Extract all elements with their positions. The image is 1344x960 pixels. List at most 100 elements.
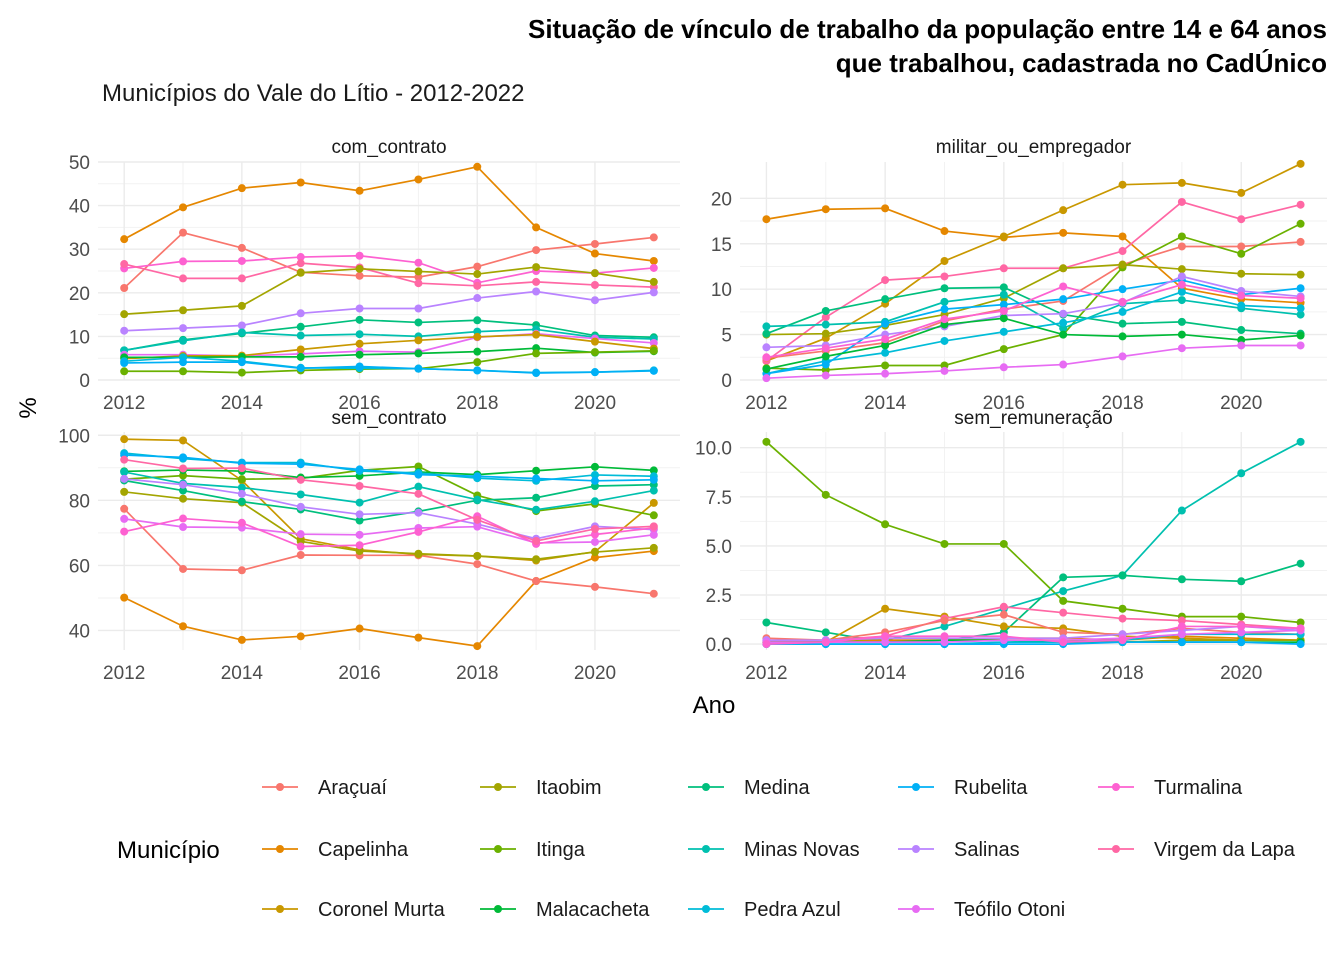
data-point bbox=[237, 489, 246, 498]
data-point bbox=[532, 474, 541, 483]
data-point bbox=[590, 582, 599, 591]
data-point bbox=[1296, 284, 1305, 293]
series-line bbox=[124, 515, 654, 548]
series-line bbox=[766, 263, 1301, 336]
data-point bbox=[237, 256, 246, 265]
data-point bbox=[296, 331, 305, 340]
data-point bbox=[355, 264, 364, 273]
data-point bbox=[1296, 294, 1305, 303]
y-tick-label: 0 bbox=[721, 371, 732, 392]
y-tick-label: 30 bbox=[69, 240, 90, 261]
data-point bbox=[999, 314, 1008, 323]
data-point bbox=[649, 277, 658, 286]
data-point bbox=[1118, 319, 1127, 328]
data-point bbox=[1296, 640, 1305, 649]
data-point bbox=[237, 475, 246, 484]
data-point bbox=[649, 466, 658, 475]
y-tick-label: 15 bbox=[711, 235, 732, 256]
data-point bbox=[473, 332, 482, 341]
data-point bbox=[179, 274, 188, 283]
x-tick-label: 2012 bbox=[745, 663, 787, 684]
data-point bbox=[1177, 616, 1186, 625]
series-line bbox=[766, 207, 1301, 304]
data-point bbox=[762, 365, 771, 374]
data-point bbox=[999, 327, 1008, 336]
x-tick-label: 2020 bbox=[574, 393, 616, 414]
data-point bbox=[473, 642, 482, 651]
y-tick-label: 0.0 bbox=[706, 635, 732, 656]
series-turmalina bbox=[762, 280, 1305, 362]
legend-key-point bbox=[912, 845, 920, 853]
legend-key-point bbox=[276, 845, 284, 853]
data-point bbox=[237, 464, 246, 473]
series-line bbox=[766, 223, 1301, 371]
data-point bbox=[590, 348, 599, 357]
data-point bbox=[999, 610, 1008, 619]
data-point bbox=[1296, 331, 1305, 340]
data-point bbox=[296, 352, 305, 361]
data-point bbox=[762, 437, 771, 446]
data-point bbox=[762, 343, 771, 352]
data-point bbox=[1237, 249, 1246, 258]
series-line bbox=[124, 361, 654, 374]
series-aracuai bbox=[120, 228, 658, 293]
legend-item-turmalina: Turmalina bbox=[1098, 777, 1243, 799]
data-point bbox=[296, 502, 305, 511]
data-point bbox=[1237, 326, 1246, 335]
data-point bbox=[821, 638, 830, 647]
data-point bbox=[237, 483, 246, 492]
data-point bbox=[179, 480, 188, 489]
data-point bbox=[532, 246, 541, 255]
data-point bbox=[473, 316, 482, 325]
data-point bbox=[296, 460, 305, 469]
data-point bbox=[590, 553, 599, 562]
y-tick-label: 10 bbox=[69, 327, 90, 348]
series-turmalina bbox=[120, 251, 658, 287]
data-point bbox=[1296, 624, 1305, 633]
data-point bbox=[532, 277, 541, 286]
data-point bbox=[473, 366, 482, 375]
data-point bbox=[355, 271, 364, 280]
data-point bbox=[296, 309, 305, 318]
data-point bbox=[179, 622, 188, 631]
data-point bbox=[179, 523, 188, 532]
y-axis-title: % bbox=[15, 397, 42, 418]
data-point bbox=[590, 296, 599, 305]
data-point bbox=[1237, 577, 1246, 586]
data-point bbox=[414, 527, 423, 536]
data-point bbox=[881, 361, 890, 370]
data-point bbox=[414, 482, 423, 491]
legend-label: Minas Novas bbox=[744, 839, 860, 861]
data-point bbox=[1118, 352, 1127, 361]
series-itinga bbox=[762, 437, 1305, 627]
legend-item-coronel-murta: Coronel Murta bbox=[262, 899, 446, 921]
data-point bbox=[179, 436, 188, 445]
data-point bbox=[532, 555, 541, 564]
data-point bbox=[296, 178, 305, 187]
data-point bbox=[1296, 618, 1305, 627]
x-tick-label: 2018 bbox=[1101, 393, 1143, 414]
data-point bbox=[179, 514, 188, 523]
data-point bbox=[355, 362, 364, 371]
data-point bbox=[532, 493, 541, 502]
y-tick-label: 100 bbox=[58, 426, 90, 447]
data-point bbox=[1118, 614, 1127, 623]
series-itaobim bbox=[120, 487, 658, 564]
data-point bbox=[1059, 330, 1068, 339]
data-point bbox=[762, 640, 771, 649]
data-point bbox=[999, 539, 1008, 548]
data-point bbox=[237, 497, 246, 506]
x-tick-label: 2016 bbox=[983, 393, 1025, 414]
series-line bbox=[766, 291, 1301, 375]
x-tick-label: 2016 bbox=[338, 663, 380, 684]
data-point bbox=[179, 306, 188, 315]
series-itaobim bbox=[120, 263, 658, 319]
data-point bbox=[473, 294, 482, 303]
series-line bbox=[766, 629, 1301, 643]
data-point bbox=[1177, 242, 1186, 251]
data-point bbox=[1177, 272, 1186, 281]
data-point bbox=[940, 366, 949, 375]
data-point bbox=[120, 358, 129, 367]
data-point bbox=[1177, 630, 1186, 639]
legend-item-medina: Medina bbox=[688, 777, 810, 799]
